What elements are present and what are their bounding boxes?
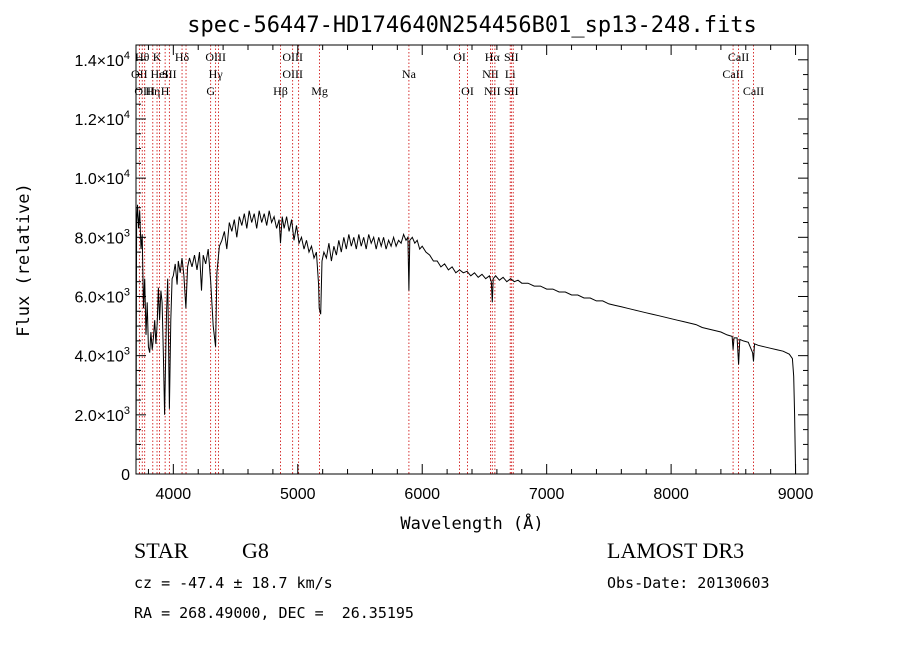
x-tick-label: 7000 [529,486,565,503]
coordinates: RA = 268.49000, DEC = 26.35195 [134,604,414,622]
object-class: STAR [134,538,189,563]
y-tick-label: 8.0×103 [74,227,130,247]
x-tick-label: 6000 [404,486,440,503]
y-tick-label: 2.0×103 [74,405,130,425]
line-label: CaII [743,84,764,98]
y-tick-label: 6.0×103 [74,286,130,306]
line-label: NII [482,67,499,81]
line-label: Hβ [273,84,288,98]
line-label: K [153,50,162,64]
line-label: OIII [282,50,303,64]
line-label: Li [505,67,516,81]
line-label: SII [504,84,519,98]
y-tick-label: 1.4×104 [74,50,130,70]
line-label: Hη [145,84,160,98]
line-label: HeI [151,67,169,81]
y-tick-label: 4.0×103 [74,346,130,366]
line-label: SII [162,67,177,81]
line-label: OI [453,50,466,64]
y-tick-label: 0 [121,467,130,484]
line-label: Hγ [209,67,224,81]
spectral-line-markers: OIIHθOIIIHηKHeIHSIIHδGOIIIHγHβOIIIOIIIMg… [131,45,764,474]
line-label: OIII [134,84,155,98]
x-tick-label: 9000 [778,486,814,503]
plot-frame [135,44,809,475]
survey-name: LAMOST DR3 [607,538,745,563]
line-label: OII [131,67,148,81]
line-label: OI [461,84,474,98]
y-axis: 0 2.0×103 4.0×103 6.0×103 8.0×103 1.0×104 1.2×… [74,44,808,484]
line-label: Hα [485,50,501,64]
spectrum-line [135,204,797,475]
x-axis-label: Wavelength (Å) [400,512,543,534]
redshift-text: cz = -47.4 ± 18.7 km/s [134,574,333,592]
line-label: CaII [722,67,743,81]
object-subclass: G8 [242,538,269,563]
x-tick-label: 5000 [280,486,316,503]
line-label: OIII [205,50,226,64]
x-axis: 4000 5000 6000 7000 8000 9000 [147,45,814,503]
line-label: CaII [728,50,749,64]
line-label: Na [402,67,417,81]
spectrum-chart: spec-56447-HD174640N254456B01_sp13-248.f… [14,13,814,534]
y-tick-label: 1.0×104 [74,168,130,188]
obs-date: Obs-Date: 20130603 [607,574,770,592]
x-tick-label: 8000 [653,486,689,503]
line-label: Mg [311,84,328,98]
line-label: NII [484,84,501,98]
line-label: Hθ [135,50,150,64]
line-label: H [161,84,170,98]
chart-title: spec-56447-HD174640N254456B01_sp13-248.f… [187,13,757,38]
x-tick-label: 4000 [156,486,192,503]
line-label: OIII [282,67,303,81]
line-label: Hδ [175,50,190,64]
line-label: SII [504,50,519,64]
line-label: G [206,84,215,98]
y-tick-label: 1.2×104 [74,109,130,129]
y-axis-label: Flux (relative) [14,183,34,337]
